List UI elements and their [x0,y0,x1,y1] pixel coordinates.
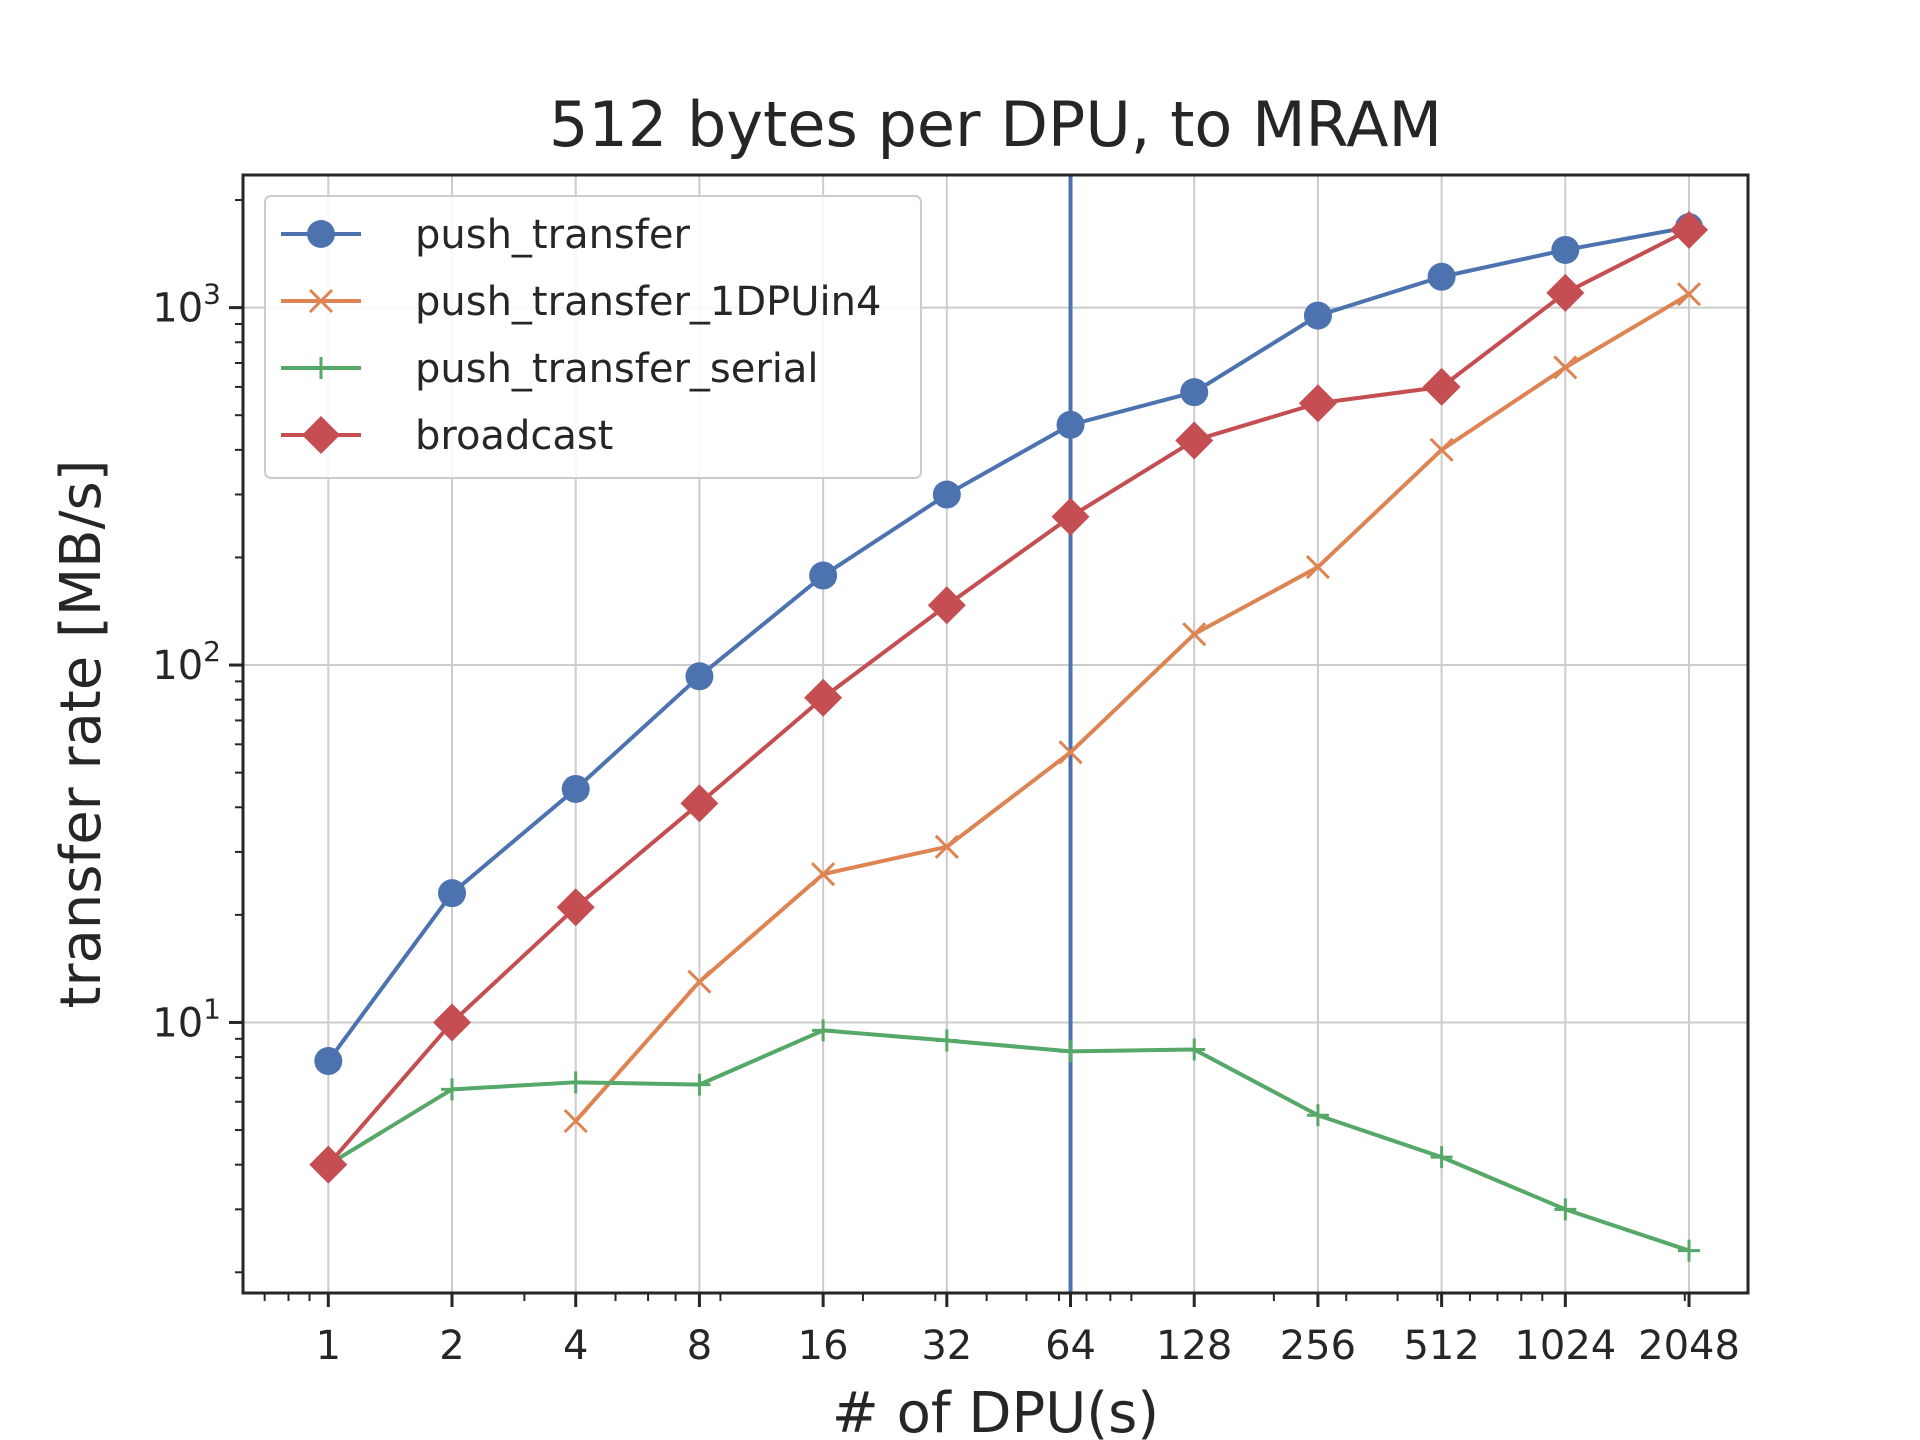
data-point [307,220,335,248]
y-tick-base: 10 [152,643,203,689]
y-tick-exponent: 2 [203,635,221,668]
data-point [309,1145,348,1184]
legend-label: push_transfer_serial [415,346,819,392]
data-point [302,416,340,454]
y-tick-label: 103 [152,278,221,332]
data-point [1430,1146,1453,1169]
data-point [561,774,590,803]
data-point [680,784,719,823]
x-tick-label: 4 [563,1323,588,1369]
data-point [433,1003,472,1042]
x-tick-label: 128 [1156,1323,1232,1369]
plot-frame [241,173,1750,1295]
y-tick-label: 102 [152,635,221,689]
x-tick-label: 256 [1280,1323,1356,1369]
data-point [438,879,467,908]
y-tick-exponent: 3 [203,278,221,311]
data-point [934,834,959,859]
series-broadcast [309,210,1709,1184]
data-point [688,1073,711,1096]
x-tick-label: 2 [439,1323,464,1369]
data-point [1180,378,1209,407]
data-point [1422,367,1461,406]
series-push_transfer_1DPUin4 [563,282,1702,1134]
x-tick-label: 1024 [1514,1323,1616,1369]
data-point [932,480,961,509]
y-tick-label: 101 [152,992,221,1046]
data-point [1056,410,1085,439]
data-point [804,678,843,717]
chart-title: 512 bytes per DPU, to MRAM [549,88,1442,161]
data-point [1551,235,1580,264]
series-line [327,1028,1690,1253]
x-tick-label: 64 [1045,1323,1096,1369]
data-point [1303,301,1332,330]
data-point [1305,554,1330,580]
data-point [556,888,595,927]
data-point [1183,1038,1206,1061]
x-tick-label: 2048 [1638,1323,1740,1369]
data-point [1554,1198,1577,1221]
x-tick-label: 1 [316,1323,341,1369]
legend-item: broadcast [281,413,613,459]
series-push_transfer [314,213,1704,1076]
series-line [574,292,1691,1123]
data-point [1678,1239,1701,1262]
legend-box [264,195,922,479]
y-tick-base: 10 [152,286,203,332]
data-point [1058,740,1083,765]
data-point [812,1019,835,1042]
grid [243,175,1748,1293]
x-tick-label: 16 [798,1323,849,1369]
data-point [1306,1104,1329,1127]
data-point [685,662,714,691]
legend-label: push_transfer [415,212,690,258]
data-point [1427,262,1456,291]
data-point [564,1071,587,1094]
x-axis-label: # of DPU(s) [832,1381,1159,1440]
data-point [441,1078,464,1101]
data-point [1182,622,1207,647]
x-tick-label: 8 [687,1323,712,1369]
data-point [811,862,836,887]
data-point [1059,1040,1082,1063]
y-tick-exponent: 1 [203,992,221,1025]
data-point [687,969,712,994]
x-tick-label: 512 [1403,1323,1479,1369]
data-point [1429,437,1454,462]
data-point [1670,210,1709,249]
series-push_transfer_serial [317,1019,1701,1262]
data-point [310,357,332,379]
legend-label: broadcast [415,413,613,459]
data-point [1298,384,1337,423]
data-point [1051,497,1090,536]
data-point [314,1047,343,1076]
legend: push_transfer push_transfer_1DPUin4 push_t… [264,195,922,479]
y-tick-base: 10 [152,1000,203,1046]
y-axis-label: transfer rate [MB/s] [49,460,114,1009]
data-point [809,561,838,590]
series-line [326,228,1690,1166]
data-point [308,288,334,314]
data-point [1676,282,1702,307]
data-point [1546,273,1585,312]
legend-label: push_transfer_1DPUin4 [415,279,881,325]
series-line [326,225,1690,1063]
legend-item: push_transfer [281,212,690,258]
data-point [927,586,966,625]
data-point [1553,355,1578,380]
legend-item: push_transfer_serial [281,346,819,392]
data-point [1175,421,1214,460]
legend-item: push_transfer_1DPUin4 [281,279,881,325]
x-tick-label: 32 [921,1323,972,1369]
data-point [563,1108,588,1134]
series-layer [309,210,1709,1262]
data-point [935,1029,958,1052]
